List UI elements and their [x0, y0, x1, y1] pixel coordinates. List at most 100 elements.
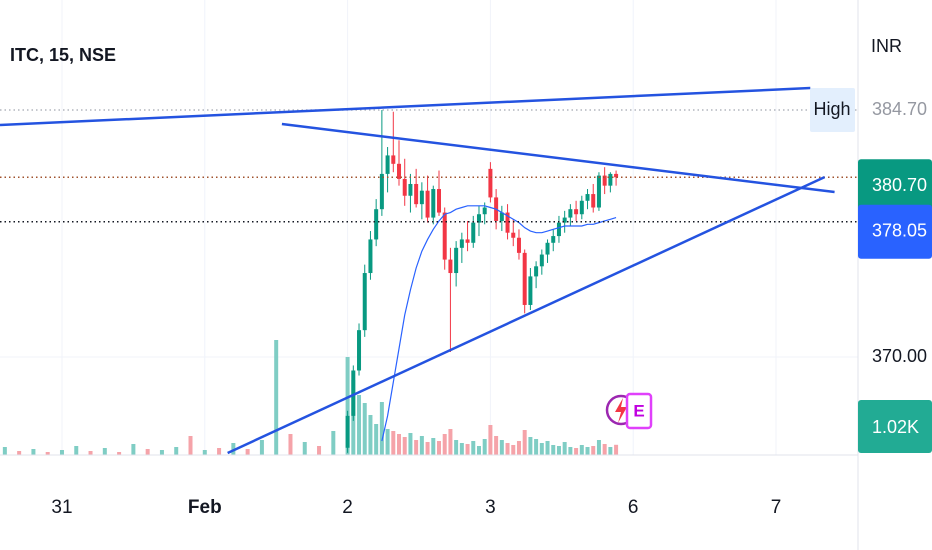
trend-line [227, 175, 826, 455]
candle-body [511, 232, 516, 238]
volume-bar [499, 440, 504, 455]
volume-bar [245, 449, 250, 455]
volume-bar [357, 395, 362, 455]
volume-bar [362, 403, 367, 455]
volume-bar [117, 452, 122, 455]
x-tick-label: 2 [342, 497, 353, 518]
candle-body [488, 168, 493, 198]
y-tick-label: 370.00 [872, 346, 927, 366]
volume-bar [102, 448, 107, 455]
price-label: 378.05 [872, 221, 927, 241]
candle-body [357, 330, 362, 371]
volume-bar [368, 415, 373, 455]
volume-bar [516, 441, 521, 455]
volume-bar [574, 448, 579, 455]
candle-body [534, 266, 539, 277]
volume-bar [494, 436, 499, 455]
earnings-icon: E [605, 392, 653, 430]
candle-body [385, 155, 390, 174]
earnings-label: E [633, 401, 644, 420]
volume-bar [568, 447, 573, 455]
volume-bar [591, 446, 596, 455]
price-label: 384.70 [872, 99, 927, 119]
price-badge [858, 204, 932, 259]
volume-bar [302, 442, 307, 455]
volume-bar [317, 446, 322, 455]
volume-bar [511, 445, 516, 455]
volume-bar [545, 441, 550, 455]
volume-bar [379, 402, 384, 455]
volume-bar [397, 434, 402, 455]
volume-bar [562, 442, 567, 455]
volume-bar [217, 448, 222, 455]
volume-bar [425, 442, 430, 455]
candle-body [459, 239, 464, 248]
volume-bar [188, 436, 193, 455]
volume-bar [259, 440, 264, 455]
candle-body [379, 173, 384, 210]
x-tick-label: 31 [51, 497, 72, 518]
x-tick-label: 6 [628, 497, 639, 518]
price-label: 380.70 [872, 175, 927, 195]
volume-bar [522, 430, 527, 455]
volume-bar [274, 340, 279, 455]
volume-bar [459, 443, 464, 455]
volume-bar [596, 440, 601, 455]
volume-bar [579, 445, 584, 455]
candle-body [425, 190, 430, 218]
volume-bar [414, 440, 419, 455]
volume-bar [419, 436, 424, 455]
volume-badge [858, 400, 932, 453]
volume-bar [331, 431, 336, 455]
candle-body [471, 222, 476, 243]
price-badge [858, 159, 932, 214]
candle-body [448, 259, 453, 274]
candle-body [397, 163, 402, 179]
currency: INR [871, 36, 902, 56]
candle-body [362, 273, 367, 331]
candle-body [562, 217, 567, 223]
candle-body [465, 239, 470, 243]
volume-bar [88, 451, 93, 455]
candle-body [585, 194, 590, 201]
candle-body [482, 207, 487, 215]
volume-bar [402, 437, 407, 455]
volume-bar [31, 449, 36, 455]
volume-bar [551, 445, 556, 455]
volume-bar [539, 443, 544, 455]
x-tick-label: 3 [485, 497, 496, 518]
volume-bar [602, 444, 607, 455]
volume-bar [614, 444, 619, 455]
candle-body [374, 209, 379, 240]
plot-area [0, 0, 858, 455]
volume-bar [385, 429, 390, 455]
volume-bar [74, 446, 79, 455]
volume-bar [556, 446, 561, 455]
candle-body [579, 200, 584, 215]
volume-bar [442, 434, 447, 455]
volume-bar [465, 444, 470, 455]
volume-bar [476, 446, 481, 455]
candle-body [476, 214, 481, 223]
volume-bar [174, 447, 179, 455]
candle-body [499, 212, 504, 221]
volume-bar [408, 433, 413, 455]
candle-body [351, 370, 356, 416]
volume-bar [345, 357, 350, 455]
volume-bar [45, 452, 50, 455]
symbol-title: ITC, 15, NSE [10, 45, 116, 65]
candle-body [556, 222, 561, 237]
candle-body [436, 189, 441, 213]
volume-bar [59, 450, 64, 455]
volume-bar [436, 441, 441, 455]
moving-average [381, 205, 617, 442]
candle-body [591, 194, 596, 208]
candle-body [368, 239, 373, 274]
candle-body [608, 173, 613, 186]
candle-body [522, 252, 527, 305]
volume-bar [17, 451, 22, 455]
volume-bar [528, 437, 533, 455]
volume-label: 1.02K [872, 417, 919, 437]
